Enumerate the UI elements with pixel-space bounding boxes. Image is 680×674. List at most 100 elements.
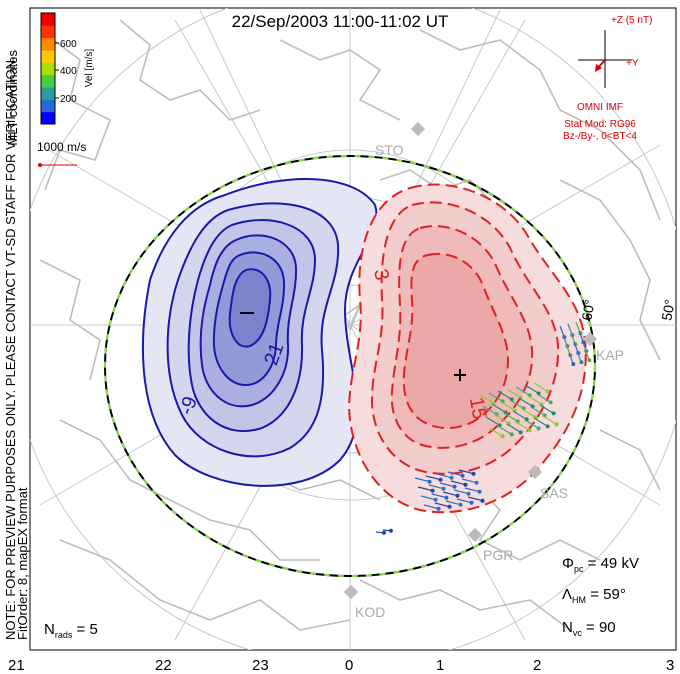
latitude-label: 50°: [658, 298, 677, 322]
velocity-vectors: [375, 321, 592, 535]
velocity-vector-head: [441, 486, 446, 491]
velocity-vector-head: [587, 358, 592, 363]
velocity-vector: [506, 388, 521, 398]
velocity-vector: [542, 415, 557, 425]
velocity-vector: [479, 394, 494, 404]
velocity-vector-head: [455, 493, 460, 498]
velocity-vector-head: [571, 362, 576, 367]
velocity-vector-head: [452, 484, 457, 489]
velocity-vector-head: [469, 500, 474, 505]
velocity-vector-head: [466, 491, 471, 496]
velocity-vector-head: [548, 400, 553, 405]
plot-frame: [29, 7, 677, 651]
colorbar-band: [41, 37, 55, 51]
velocity-vector-head: [545, 389, 550, 394]
velocity-vector: [464, 487, 480, 493]
imf-model: Stat Mod: RG96: [564, 119, 636, 130]
velocity-vector-head: [449, 475, 454, 480]
velocity-vector: [509, 399, 524, 409]
velocity-vector-head: [500, 434, 505, 439]
velocity-vector: [568, 352, 574, 365]
velocity-vector: [533, 382, 548, 392]
contour-label: 15: [465, 395, 491, 421]
velocity-colorbar: 600 400 200 Vel [m/s]: [40, 12, 95, 125]
velocity-vector: [461, 478, 477, 484]
colorbar-band: [41, 74, 55, 88]
velocity-vector: [494, 414, 509, 424]
mlt-axis: 21 22 23 0 1 2 3: [8, 657, 674, 674]
negative-cell: [142, 177, 378, 487]
velocity-vector: [420, 495, 436, 501]
velocity-scale-label: 1000 m/s: [37, 140, 86, 154]
velocity-vector-head: [518, 430, 523, 435]
velocity-vector-head: [447, 504, 452, 509]
colorbar-band: [41, 25, 55, 39]
velocity-vector-head: [509, 432, 514, 437]
velocity-vector: [497, 390, 512, 400]
n-vc-stat: Nvc = 90: [562, 619, 616, 638]
velocity-vector-head: [579, 360, 584, 365]
imf-model-conditions: Bz-/By-, 0<BT<4: [563, 131, 637, 142]
velocity-vector: [536, 393, 551, 403]
colorbar-tick: 200: [60, 94, 77, 105]
velocity-vector-head: [388, 528, 393, 533]
station-label: STO: [375, 142, 404, 158]
phi-pc-stat: Φpc = 49 kV: [562, 555, 639, 574]
velocity-vector: [524, 384, 539, 394]
colorbar-label: Vel [m/s]: [84, 49, 95, 88]
velocity-vector: [417, 486, 433, 492]
velocity-vector-head: [474, 480, 479, 485]
velocity-vector-head: [438, 477, 443, 482]
velocity-vector: [576, 350, 582, 363]
velocity-vector-head: [545, 424, 550, 429]
coords-label: MLT coordinates: [5, 50, 20, 146]
velocity-vector: [488, 427, 503, 437]
velocity-vector-head: [381, 530, 386, 535]
velocity-vector: [539, 404, 554, 414]
coastlines: [39, 19, 661, 631]
velocity-vector: [500, 401, 515, 411]
colorbar-band: [41, 87, 55, 100]
velocity-vector-head: [554, 422, 559, 427]
colorbar-band: [41, 111, 55, 125]
positive-cell: [348, 183, 587, 514]
velocity-vector-head: [427, 479, 432, 484]
preview-note: NOTE: FOR PREVIEW PURPOSES ONLY. PLEASE …: [3, 56, 18, 640]
velocity-vector-head: [471, 471, 476, 476]
velocity-vector: [456, 498, 472, 504]
velocity-vector: [414, 477, 430, 483]
velocity-vector: [521, 408, 536, 418]
velocity-vector: [503, 412, 518, 422]
velocity-vector: [533, 417, 548, 427]
velocity-vector-head: [444, 495, 449, 500]
velocity-vector: [512, 410, 527, 420]
velocity-vector: [425, 475, 441, 481]
imf-clock: +Z (5 nT) +Y OMNI IMF Stat Mod: RG96 Bz-…: [563, 15, 652, 142]
velocity-vector-head: [536, 426, 541, 431]
velocity-vector: [506, 423, 521, 433]
velocity-vector: [482, 405, 497, 415]
velocity-vector: [584, 348, 590, 361]
n-vc-value: 90: [599, 619, 616, 636]
velocity-vector: [527, 395, 542, 405]
velocity-vector: [445, 500, 461, 506]
mlt-label: 0: [345, 657, 353, 674]
velocity-vector: [497, 425, 512, 435]
phi-pc-value: 49 kV: [601, 555, 639, 572]
mlt-label: 23: [252, 657, 269, 674]
map-title: 22/Sep/2003 11:00-11:02 UT: [232, 12, 449, 31]
velocity-vector: [447, 471, 463, 477]
velocity-vector-head: [433, 497, 438, 502]
velocity-vector: [491, 403, 506, 413]
velocity-vector: [530, 406, 545, 416]
velocity-vector: [453, 489, 469, 495]
station-label: SAS: [540, 485, 568, 501]
station-label: KAP: [596, 347, 624, 363]
heppner-maynard-boundary: [104, 155, 596, 577]
imf-y-label: +Y: [626, 58, 639, 69]
lambda-hm-value: 59°: [603, 586, 626, 603]
colorbar-band: [41, 62, 55, 76]
velocity-vector: [439, 482, 455, 488]
velocity-vector: [428, 484, 444, 490]
